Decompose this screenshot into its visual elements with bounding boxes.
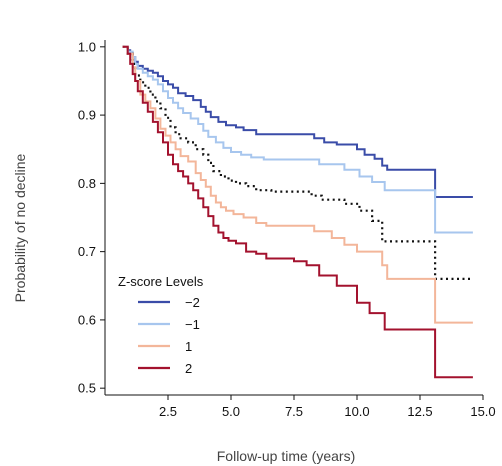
legend-label: −2 bbox=[185, 295, 200, 310]
legend-label: −1 bbox=[185, 317, 200, 332]
x-tick-label: 10.0 bbox=[344, 404, 369, 419]
series-line-3 bbox=[122, 45, 473, 324]
series-line-0 bbox=[122, 45, 473, 198]
x-tick-label: 15.0 bbox=[470, 404, 495, 419]
series-line-2 bbox=[122, 45, 473, 280]
plot-lines bbox=[122, 45, 473, 379]
y-tick-label: 0.5 bbox=[78, 381, 96, 396]
y-tick-label: 0.8 bbox=[78, 176, 96, 191]
y-tick-label: 0.9 bbox=[78, 108, 96, 123]
y-axis-title: Probability of no decline bbox=[12, 153, 28, 302]
x-tick-label: 5.0 bbox=[222, 404, 240, 419]
x-tick-label: 12.5 bbox=[407, 404, 432, 419]
series-line-1 bbox=[122, 45, 473, 234]
legend: Z-score Levels −2 −1 1 2 bbox=[118, 274, 204, 376]
axes bbox=[104, 40, 483, 396]
y-tick-label: 1.0 bbox=[78, 39, 96, 54]
series-line-4 bbox=[122, 45, 473, 379]
legend-label: 2 bbox=[185, 361, 192, 376]
x-axis-title: Follow-up time (years) bbox=[217, 448, 355, 464]
legend-title: Z-score Levels bbox=[118, 274, 204, 289]
legend-label: 1 bbox=[185, 339, 192, 354]
ticks: 2.5 5.0 7.5 10.0 12.5 15.0 0.5 0.6 0.7 0.8 0.9 1.0 bbox=[78, 39, 496, 419]
y-tick-label: 0.6 bbox=[78, 312, 96, 327]
x-tick-label: 2.5 bbox=[159, 404, 177, 419]
x-tick-label: 7.5 bbox=[285, 404, 303, 419]
y-tick-label: 0.7 bbox=[78, 244, 96, 259]
